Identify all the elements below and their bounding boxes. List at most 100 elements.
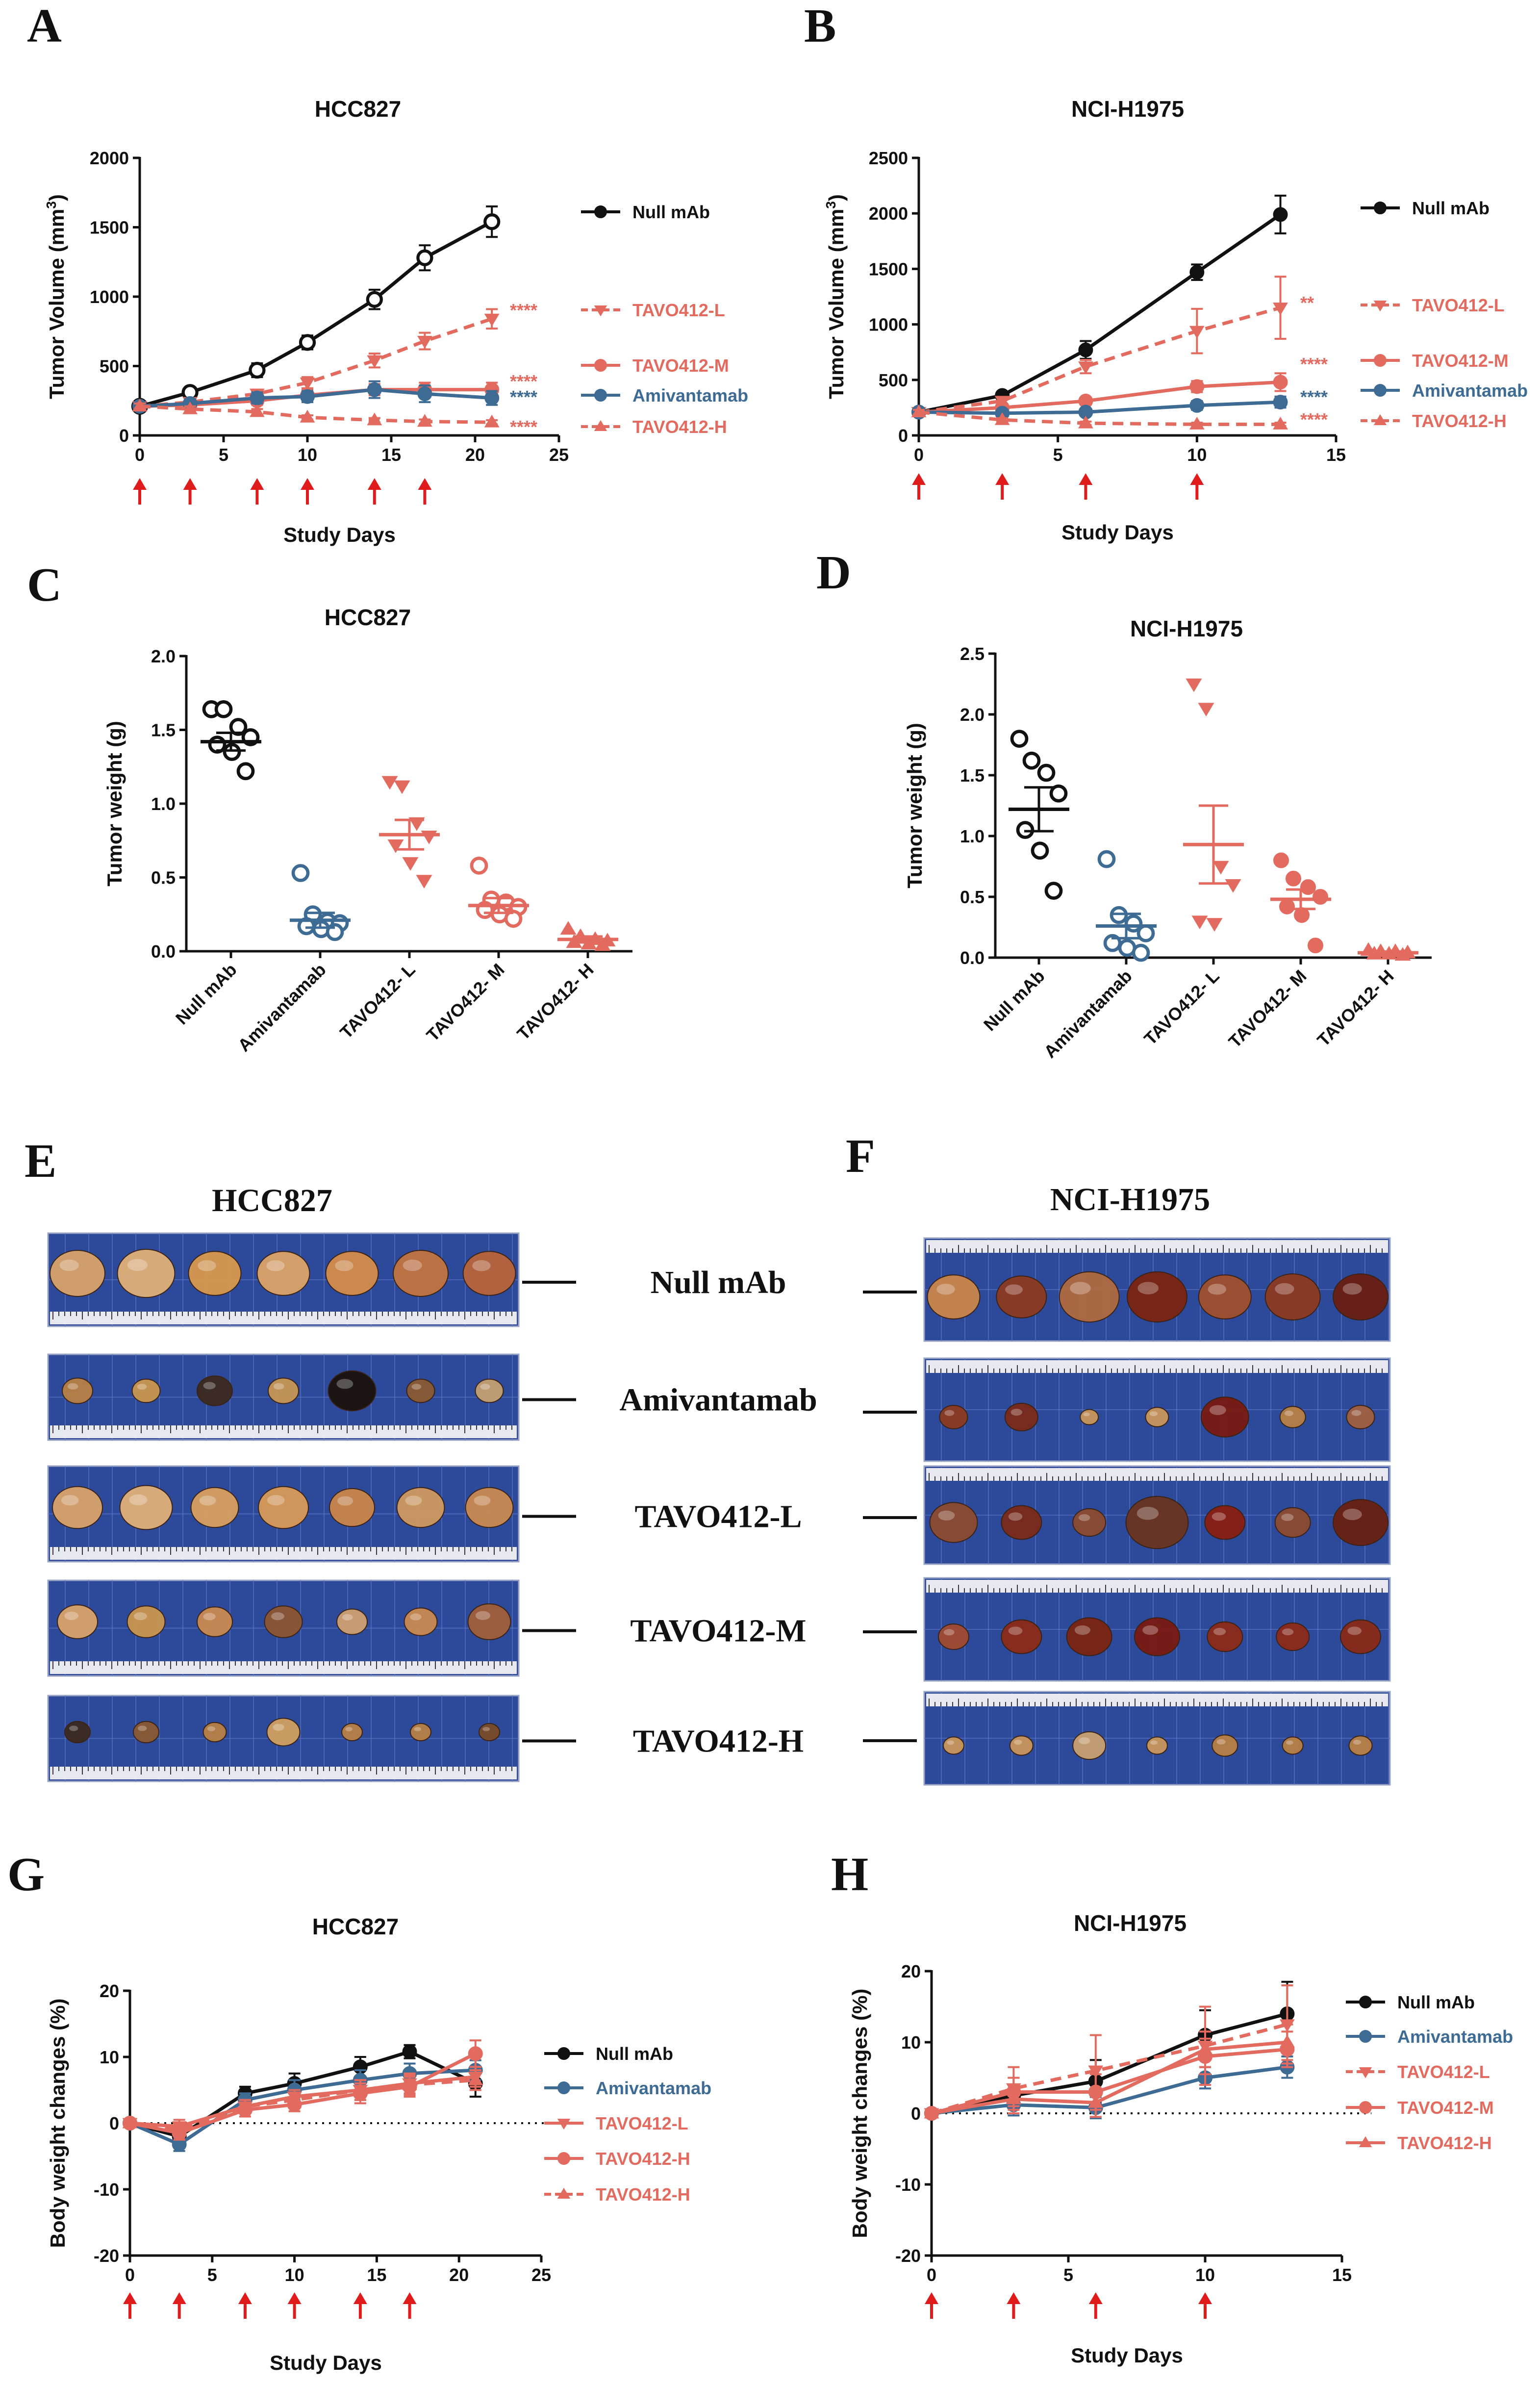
legend-item-null: Null mAb <box>1346 1992 1475 2012</box>
x-tick-label: 25 <box>549 445 569 465</box>
tumor-highlight <box>69 1725 78 1731</box>
tumor-body <box>406 1378 435 1403</box>
tumor-highlight <box>410 1613 422 1621</box>
group-M <box>468 857 529 928</box>
tumor-body <box>1001 1505 1042 1540</box>
dose-arrow <box>418 478 432 505</box>
tumor-specimen <box>1134 1617 1180 1656</box>
tumor-highlight <box>403 1259 422 1271</box>
treatment-group-label: Amivantamab <box>619 1382 817 1418</box>
tumor-specimen <box>1125 1496 1189 1549</box>
tumor-highlight <box>267 1495 285 1506</box>
x-tick-label: TAVO412- H <box>513 960 597 1044</box>
photo-title: NCI-H1975 <box>1050 1182 1210 1217</box>
tumor-body <box>197 1375 233 1406</box>
legend-label: TAVO412-H <box>1412 411 1507 431</box>
tumor-body <box>938 1623 969 1650</box>
dose-arrow <box>250 478 264 505</box>
tumor-highlight <box>199 1496 216 1506</box>
tumor-photo-row <box>47 1695 520 1782</box>
y-tick-label: 1500 <box>90 218 129 238</box>
tumor-body <box>1001 1619 1042 1654</box>
tumor-photo-row <box>923 1357 1391 1462</box>
chart-d-tumor-weight-nci-h1975: NCI-H1975 0.0 0.5 1.0 1.5 2.0 2.5 Tumor weight … <box>903 616 1432 1062</box>
data-point <box>1189 416 1205 430</box>
data-point <box>594 937 611 951</box>
data-point <box>249 361 266 379</box>
tumor-highlight <box>1078 1737 1090 1745</box>
group-ami <box>290 864 351 941</box>
y-tick-label: 500 <box>879 370 908 390</box>
x-axis-label: Study Days <box>1071 2344 1183 2367</box>
legend-swatch-marker <box>594 359 607 372</box>
x-tick-label: Amivantamab <box>1040 966 1136 1062</box>
tumor-highlight <box>138 1725 147 1731</box>
data-point <box>468 2046 483 2061</box>
data-point <box>1273 416 1288 430</box>
significance-label: **** <box>1300 354 1328 374</box>
tumor-body <box>927 1274 981 1319</box>
x-tick-label: TAVO412- H <box>1313 966 1397 1050</box>
tumor-specimen <box>64 1721 91 1744</box>
legend-item-M: TAVO412-M <box>581 355 729 376</box>
x-tick-label: 0 <box>914 445 924 465</box>
legend-label: TAVO412-L <box>596 2113 688 2133</box>
data-point <box>1132 943 1150 962</box>
tumor-highlight <box>1286 1740 1293 1745</box>
tumor-body <box>396 1487 445 1528</box>
legend-label: Null mAb <box>632 202 710 222</box>
legend-item-null: Null mAb <box>581 202 710 222</box>
data-point <box>1280 2034 1295 2048</box>
legend-swatch-marker <box>594 420 607 431</box>
legend-item-L: TAVO412-L <box>1346 2062 1490 2082</box>
y-axis-label: Tumor weight (g) <box>103 721 126 887</box>
tumor-specimen <box>467 1603 511 1640</box>
x-tick-label: TAVO412- L <box>336 960 419 1042</box>
ruler-strip <box>50 1425 517 1438</box>
data-point <box>1044 882 1063 900</box>
tumor-specimen <box>1279 1406 1306 1428</box>
tumor-body <box>1059 1271 1120 1323</box>
tumor-body <box>475 1378 504 1403</box>
tumor-highlight <box>480 1384 490 1390</box>
tumor-body <box>197 1606 233 1637</box>
legend-item-H: TAVO412-H <box>544 2184 690 2205</box>
tumor-specimen <box>1207 1621 1243 1652</box>
y-tick-label: -20 <box>94 2246 119 2266</box>
data-point <box>1313 889 1328 905</box>
legend-swatch-marker <box>594 305 607 317</box>
data-point <box>1186 678 1202 692</box>
legend-label: Amivantamab <box>632 385 748 406</box>
tumor-body <box>929 1502 978 1543</box>
tumor-highlight <box>59 1259 79 1271</box>
tumor-highlight <box>203 1613 216 1621</box>
data-point <box>1097 850 1116 868</box>
legend-item-M: TAVO412-M <box>1361 351 1509 371</box>
tumor-body <box>119 1485 173 1530</box>
tumor-specimen <box>1276 1622 1310 1651</box>
x-tick-label: 5 <box>1053 445 1063 465</box>
legend-label: TAVO412-H <box>1397 2133 1492 2153</box>
tumor-specimen <box>131 1378 161 1403</box>
x-tick-label: Null mAb <box>980 966 1049 1035</box>
tumor-specimen <box>404 1607 438 1636</box>
data-point <box>366 291 383 308</box>
series-line <box>918 306 1281 414</box>
x-axis-label: Study Days <box>1061 521 1174 544</box>
data-point <box>1189 265 1205 280</box>
y-tick-label: 0 <box>898 426 908 446</box>
tumor-specimen <box>927 1274 981 1319</box>
panel-letter-c: C <box>27 558 62 611</box>
tumor-specimen <box>188 1251 242 1296</box>
x-tick-label: 5 <box>1063 2265 1073 2285</box>
tumor-body <box>943 1736 964 1755</box>
tumor-specimen <box>1346 1405 1375 1429</box>
data-point <box>287 2092 302 2105</box>
x-tick-label: 10 <box>1195 2265 1215 2285</box>
tumor-specimen <box>329 1488 375 1527</box>
tumor-photo-row <box>923 1237 1391 1342</box>
data-point <box>911 405 927 417</box>
tumor-body <box>62 1377 93 1404</box>
tumor-specimen <box>341 1723 363 1742</box>
x-axis-label: Study Days <box>283 523 396 546</box>
